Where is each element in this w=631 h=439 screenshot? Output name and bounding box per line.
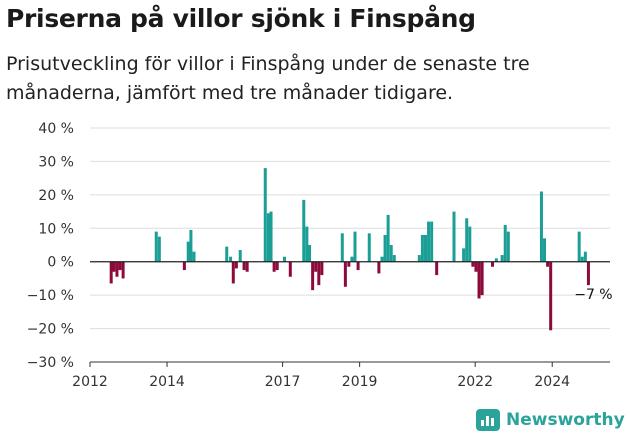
bar xyxy=(356,261,360,271)
y-tick-label: −10 % xyxy=(27,288,74,304)
bar xyxy=(580,256,584,262)
bar xyxy=(112,261,116,272)
bar xyxy=(386,214,390,262)
bar xyxy=(577,231,581,262)
bar xyxy=(231,261,235,284)
y-axis-ticks: −30 % −20 % −10 % 0 % 10 % 20 % 30 % 40 % xyxy=(27,121,74,371)
x-tick-label: 2014 xyxy=(149,374,185,390)
bar xyxy=(506,231,510,262)
bar xyxy=(494,258,498,262)
x-tick-label: 2012 xyxy=(72,374,108,390)
bar xyxy=(154,231,158,262)
bar xyxy=(543,238,547,262)
bar xyxy=(462,248,466,262)
bar xyxy=(549,261,553,331)
bar-chart: −30 %−20 %−10 %0 %10 %20 %30 %40 % 2012 2… xyxy=(27,121,613,390)
bar xyxy=(474,261,478,272)
bar xyxy=(269,211,273,262)
bar xyxy=(229,256,233,262)
bar xyxy=(353,231,357,262)
y-tick-label: −20 % xyxy=(27,322,74,338)
bar xyxy=(288,261,292,277)
bar xyxy=(435,261,439,276)
y-tick-label: 30 % xyxy=(38,154,74,170)
bar xyxy=(118,261,122,271)
bar xyxy=(367,233,371,262)
bar xyxy=(350,256,354,262)
bar xyxy=(343,261,347,287)
x-axis-ticks: 2012 2014 2017 2019 2022 2024 xyxy=(72,362,570,390)
bar xyxy=(477,261,481,299)
bar xyxy=(423,234,427,262)
bar xyxy=(546,261,550,267)
bar xyxy=(317,261,321,286)
bar xyxy=(380,256,384,262)
bar xyxy=(302,199,306,262)
bar xyxy=(225,246,229,262)
bar xyxy=(305,226,309,262)
bar xyxy=(377,261,381,274)
bar xyxy=(242,261,246,271)
newsworthy-logo-icon xyxy=(476,409,500,431)
gridlines xyxy=(90,127,610,363)
bar xyxy=(234,261,238,269)
bar xyxy=(115,261,119,277)
bar xyxy=(471,261,475,267)
bar xyxy=(420,234,424,262)
bar xyxy=(266,213,270,262)
x-tick-label: 2019 xyxy=(342,374,378,390)
bar xyxy=(491,261,495,267)
bar xyxy=(389,245,393,262)
x-tick-label: 2024 xyxy=(534,374,570,390)
y-tick-label: 20 % xyxy=(38,188,74,204)
bar xyxy=(314,261,318,272)
bar xyxy=(320,261,324,276)
bar xyxy=(109,261,113,284)
bar xyxy=(430,221,434,262)
bar xyxy=(340,233,344,262)
bar xyxy=(121,261,125,279)
bar xyxy=(539,191,543,262)
bar xyxy=(500,255,504,262)
bars xyxy=(109,168,590,331)
bar xyxy=(392,255,396,262)
brand-name: Newsworthy xyxy=(506,410,625,430)
axes xyxy=(90,261,610,363)
bar xyxy=(468,226,472,262)
y-tick-label: 10 % xyxy=(38,221,74,237)
y-tick-label: −30 % xyxy=(27,355,74,371)
bar xyxy=(465,218,469,262)
bar xyxy=(192,251,196,262)
bar xyxy=(275,261,279,271)
bar xyxy=(238,250,242,262)
bar xyxy=(480,261,484,296)
bar xyxy=(263,168,267,262)
bar xyxy=(417,255,421,262)
chart-subtitle: Prisutveckling för villor i Finspång und… xyxy=(6,53,530,104)
bar xyxy=(272,261,276,272)
bar xyxy=(283,256,287,262)
bar xyxy=(586,261,590,286)
bar xyxy=(182,261,186,271)
bar xyxy=(186,241,190,262)
bar xyxy=(157,236,161,262)
x-tick-label: 2017 xyxy=(265,374,301,390)
bar xyxy=(311,261,315,291)
y-tick-label: 40 % xyxy=(38,121,74,137)
bar xyxy=(308,245,312,262)
x-tick-label: 2022 xyxy=(457,374,493,390)
y-tick-label: 0 % xyxy=(47,255,74,271)
bar xyxy=(503,224,507,262)
latest-value-annotation: −7 % xyxy=(574,287,612,303)
bar xyxy=(452,211,456,262)
brand-logo: Newsworthy xyxy=(476,409,625,431)
bar xyxy=(347,261,351,267)
bar xyxy=(427,221,431,262)
bar xyxy=(583,251,587,262)
bar xyxy=(245,261,249,272)
bar xyxy=(189,229,193,262)
bar xyxy=(383,234,387,262)
chart-title: Priserna på villor sjönk i Finspång xyxy=(6,4,476,33)
